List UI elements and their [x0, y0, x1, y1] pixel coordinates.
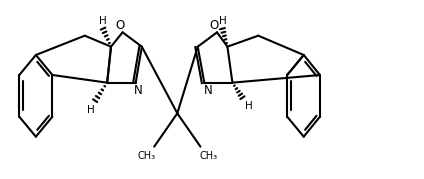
Text: H: H	[87, 105, 95, 115]
Text: CH₃: CH₃	[137, 151, 155, 161]
Text: H: H	[245, 101, 252, 111]
Text: N: N	[204, 84, 213, 97]
Text: O: O	[115, 19, 124, 32]
Text: O: O	[209, 19, 219, 32]
Text: H: H	[218, 16, 226, 26]
Text: N: N	[134, 84, 143, 97]
Text: H: H	[99, 16, 107, 26]
Text: CH₃: CH₃	[199, 151, 218, 161]
